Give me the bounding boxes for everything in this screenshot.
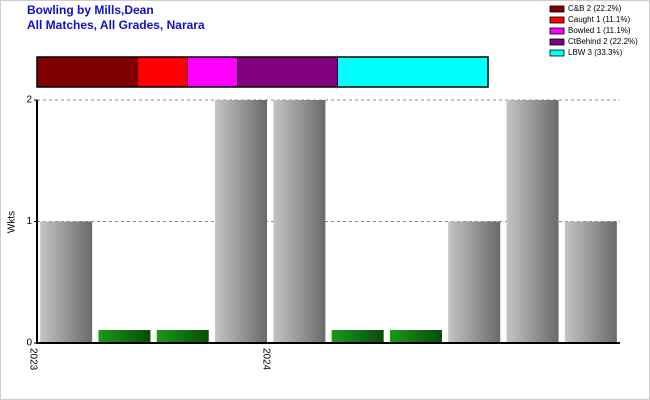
bar: [40, 221, 93, 343]
chart-subtitle: All Matches, All Grades, Narara: [27, 18, 205, 32]
bar: [273, 100, 326, 343]
proportion-segment: [187, 56, 238, 88]
legend-label: Bowled 1 (11.1%): [568, 26, 631, 35]
y-tick-label: 0: [26, 338, 32, 349]
legend-label: C&B 2 (22.2%): [568, 4, 622, 13]
legend-label: LBW 3 (33.3%): [568, 48, 623, 57]
proportion-segment: [237, 56, 338, 88]
chart-title: Bowling by Mills,Dean: [27, 3, 154, 17]
bar: [389, 330, 442, 343]
legend-swatch: [549, 49, 565, 57]
legend-label: CtBehind 2 (22.2%): [568, 37, 638, 46]
bar: [215, 100, 268, 343]
bar: [564, 221, 617, 343]
x-tick-label: 2023: [28, 348, 39, 371]
bar: [506, 100, 559, 343]
y-tick-label: 1: [26, 216, 32, 227]
legend-swatch: [549, 16, 565, 24]
x-tick-label: 2024: [261, 348, 272, 371]
y-axis-label: Wkts: [7, 211, 18, 233]
bar: [98, 330, 151, 343]
proportion-frame: [36, 56, 489, 88]
proportion-segment: [36, 56, 138, 88]
legend-swatch: [549, 27, 565, 35]
legend-swatch: [549, 5, 565, 13]
bar: [448, 221, 501, 343]
y-tick-label: 2: [26, 95, 32, 106]
bar: [331, 330, 384, 343]
proportion-segment: [136, 56, 188, 88]
legend-label: Caught 1 (11.1%): [568, 15, 630, 24]
bar: [156, 330, 209, 343]
legend-swatch: [549, 38, 565, 46]
proportion-segment: [337, 56, 489, 88]
